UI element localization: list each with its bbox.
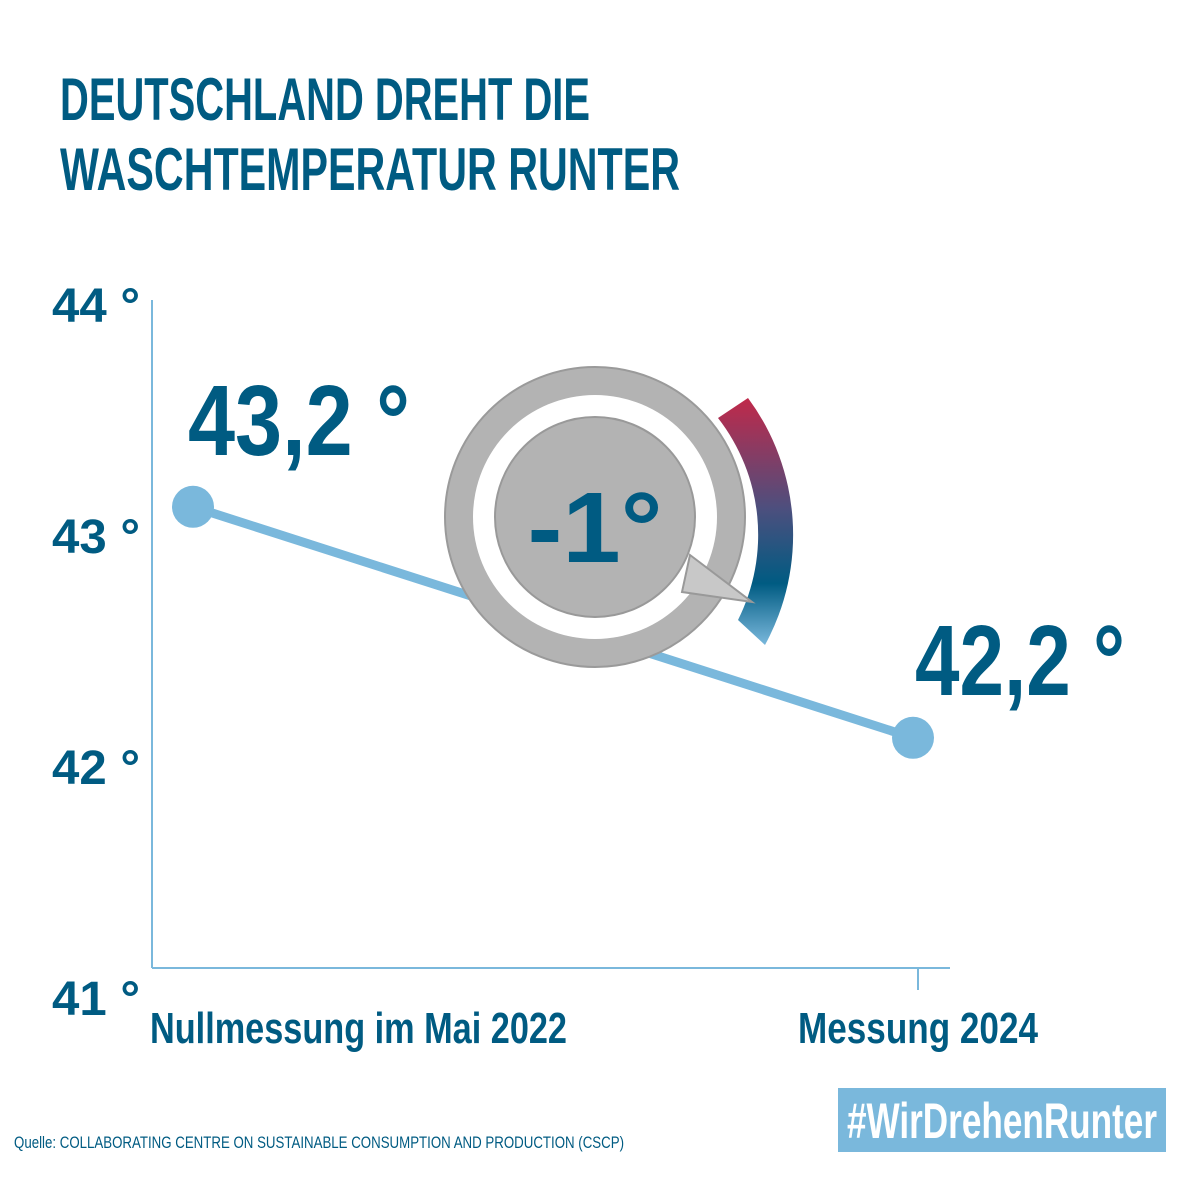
annotation: -1° [528, 472, 663, 584]
value-label: 42,2 ° [915, 605, 1125, 717]
chart-title: WASCHTEMPERATUR RUNTER [60, 136, 680, 203]
point [172, 485, 214, 528]
y-tick-label: 42 ° [52, 742, 140, 795]
y-tick-label: 43 ° [52, 511, 140, 564]
source: Quelle: COLLABORATING CENTRE ON SUSTAINA… [14, 1133, 624, 1152]
hashtag-box [838, 1088, 1166, 1152]
dial: -1° [444, 366, 794, 668]
y-tick-label: 41 ° [52, 973, 140, 1026]
x-tick-label: Nullmessung im Mai 2022 [150, 1004, 567, 1053]
chart-title: DEUTSCHLAND DREHT DIE [60, 66, 590, 133]
x-tick-label: Messung 2024 [798, 1004, 1038, 1053]
dial-arc [718, 398, 794, 645]
dial-pointer [680, 553, 756, 604]
y-tick-label: 44 ° [52, 280, 140, 333]
point [892, 716, 934, 759]
value-label: 43,2 ° [188, 365, 410, 477]
hashtag: #WirDrehenRunter [847, 1093, 1157, 1149]
dial-inner [494, 416, 696, 618]
